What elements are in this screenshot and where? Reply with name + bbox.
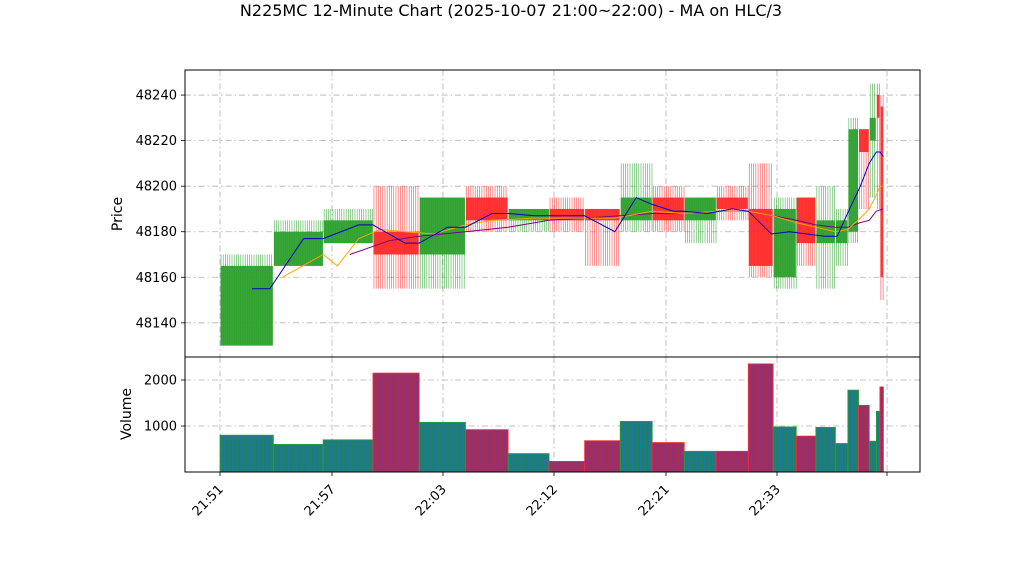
volume-bar-up — [619, 420, 653, 473]
volume-bar-down — [879, 386, 884, 473]
volume-tick-label: 2000 — [144, 374, 177, 389]
ma-mid-line — [282, 185, 884, 278]
candle-body — [748, 208, 773, 266]
volume-panel-frame — [184, 356, 921, 473]
candle-down — [880, 95, 884, 301]
candle-up — [419, 197, 465, 289]
volume-tick-label: 1000 — [144, 420, 177, 435]
candle-body — [859, 129, 869, 152]
volume-axis-label: Volume — [119, 388, 135, 440]
volume-bar-body — [219, 434, 274, 473]
price-tick-label: 48180 — [136, 225, 177, 240]
volume-bar-down — [858, 404, 870, 473]
volume-bar-down — [372, 372, 420, 473]
candle-up — [323, 208, 373, 244]
candle-body — [323, 220, 373, 244]
price-panel: 48140 48160 48180 48200 48220 48240 — [136, 69, 921, 358]
candle-body — [419, 197, 465, 255]
candle-body — [816, 220, 835, 244]
candle-body — [652, 197, 684, 221]
candle-body — [684, 197, 716, 221]
candle-body — [373, 231, 419, 255]
candle-down — [859, 129, 869, 209]
volume-bar-body — [272, 443, 324, 473]
volume-bar-up — [835, 443, 849, 473]
price-tick-label: 48140 — [136, 316, 177, 331]
volume-bar-down — [795, 435, 817, 473]
x-tick-label: 22:33 — [747, 482, 784, 519]
volume-bar-body — [847, 389, 859, 473]
volume-bar-up — [875, 410, 881, 473]
candle-up — [273, 220, 324, 266]
candle-body — [549, 208, 585, 221]
candle-body — [508, 208, 549, 221]
candle-body — [273, 231, 323, 266]
candle-up — [848, 117, 859, 244]
volume-bar-body — [619, 420, 653, 473]
candle-down — [373, 186, 419, 289]
candle-body — [869, 117, 876, 141]
candle-body — [773, 208, 796, 278]
volume-bar-body — [868, 440, 877, 473]
candle-body — [876, 95, 880, 118]
x-tick-label: 21:51 — [190, 482, 227, 519]
volume-bar-down — [465, 429, 509, 473]
chart-title: N225MC 12-Minute Chart (2025-10-07 21:00… — [239, 1, 783, 20]
volume-bar-up — [683, 450, 717, 473]
price-tick-label: 48200 — [136, 180, 177, 195]
x-tick-label: 22:21 — [636, 482, 673, 519]
x-tick-label: 22:03 — [413, 482, 450, 519]
x-axis: 21:51 21:57 22:03 22:12 22:21 22:33 — [190, 472, 888, 519]
candle-down — [652, 186, 685, 232]
candle-down — [465, 186, 508, 232]
candle-body — [880, 106, 883, 278]
candle-up — [684, 197, 717, 244]
candle-body — [585, 208, 620, 221]
volume-bar-up — [772, 426, 797, 473]
candle-body — [220, 265, 273, 346]
candle-body — [465, 197, 508, 221]
volume-bar-up — [868, 440, 877, 473]
x-tick-label: 22:12 — [524, 482, 561, 519]
candle-body — [848, 129, 859, 232]
candle-up — [773, 197, 797, 289]
volume-bar-up — [815, 426, 836, 473]
volume-bar-down — [584, 440, 621, 473]
candle-down — [796, 197, 816, 266]
candle-up — [220, 254, 273, 346]
candle-up — [816, 186, 835, 289]
volume-bar-down — [715, 450, 749, 473]
volume-bar-body — [465, 429, 509, 473]
candle-up — [508, 208, 550, 232]
candle-down — [716, 186, 749, 221]
price-tick-label: 48240 — [136, 89, 177, 104]
volume-bar-down — [548, 461, 586, 473]
candle-down — [549, 197, 585, 232]
price-axis-label: Price — [110, 197, 126, 231]
volume-bar-body — [772, 426, 797, 473]
volume-bar-up — [847, 389, 859, 473]
price-tick-label: 48220 — [136, 134, 177, 149]
candle-body — [620, 197, 652, 221]
volume-bar-up — [272, 443, 324, 473]
candle-body — [835, 220, 848, 244]
volume-bar-body — [322, 439, 374, 473]
ma-fast-line — [252, 151, 884, 290]
candle-body — [716, 197, 748, 209]
candle-down — [748, 163, 773, 278]
candle-up — [620, 163, 653, 232]
volume-bar-up — [507, 453, 550, 473]
candle-body — [796, 197, 816, 244]
candle-up — [869, 83, 876, 198]
x-tick-label: 21:57 — [302, 482, 339, 519]
volume-bar-down — [747, 363, 774, 473]
volume-bar-up — [322, 439, 374, 473]
volume-bar-up — [219, 434, 274, 473]
volume-bar-body — [858, 404, 870, 473]
volume-panel: 1000 2000 — [144, 356, 921, 473]
price-tick-label: 48160 — [136, 271, 177, 286]
volume-bar-up — [418, 421, 466, 473]
volume-bar-down — [651, 442, 685, 473]
